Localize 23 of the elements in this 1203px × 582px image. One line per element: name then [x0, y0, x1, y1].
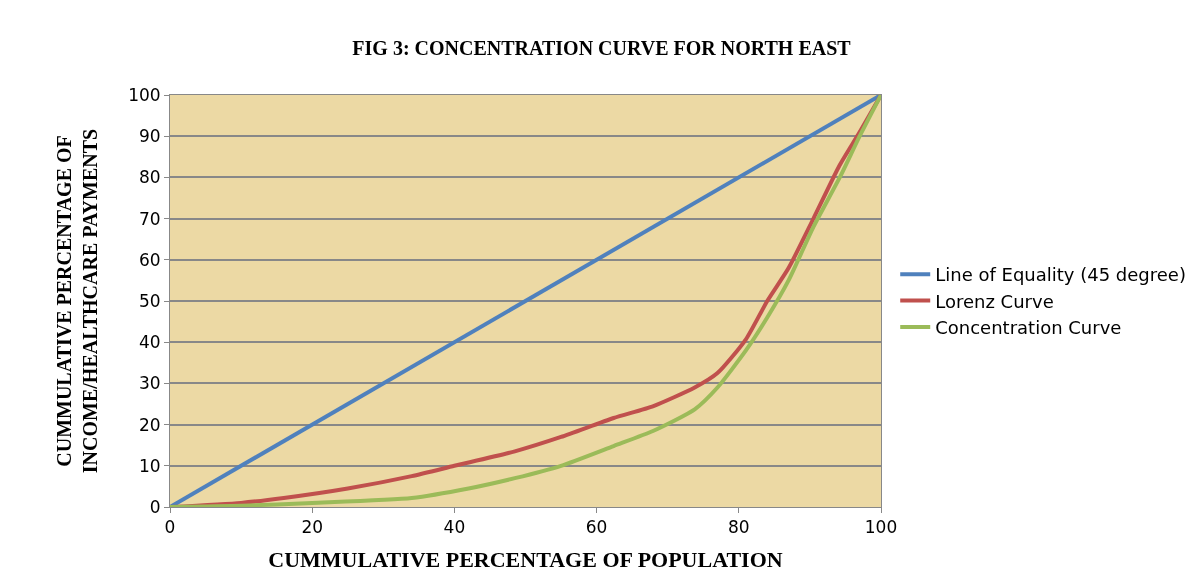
x-tick-label: 20: [301, 517, 324, 538]
x-tick-label: 100: [864, 517, 898, 538]
y-tick-label: 40: [138, 332, 161, 353]
y-tick-label: 80: [138, 167, 161, 188]
y-axis-title: CUMMULATIVE PERCENTAGE OF INCOME/HEALTHCARE PAYMENTS: [52, 128, 101, 474]
x-tick-label: 0: [164, 517, 176, 538]
y-tick-label: 0: [149, 496, 161, 517]
y-tick-label: 10: [138, 455, 161, 476]
x-axis-title: CUMMULATIVE PERCENTAGE OF POPULATION: [268, 547, 783, 573]
chart-title: FIG 3: CONCENTRATION CURVE FOR NORTH EAST: [352, 36, 852, 59]
x-tick-label: 40: [443, 517, 466, 538]
y-tick-label: 20: [138, 414, 161, 435]
legend-label: Line of Equality (45 degree): [935, 264, 1186, 286]
y-tick-label: 90: [138, 126, 161, 147]
x-tick-label: 60: [585, 517, 608, 538]
y-tick-label: 50: [138, 290, 161, 311]
legend-label: Concentration Curve: [935, 317, 1122, 339]
x-tick-label: 80: [727, 517, 750, 538]
legend-label: Lorenz Curve: [935, 290, 1054, 312]
y-tick-label: 60: [138, 249, 161, 270]
y-tick-label: 30: [138, 373, 161, 394]
y-tick-label: 100: [128, 84, 161, 105]
y-tick-label: 70: [138, 208, 161, 229]
